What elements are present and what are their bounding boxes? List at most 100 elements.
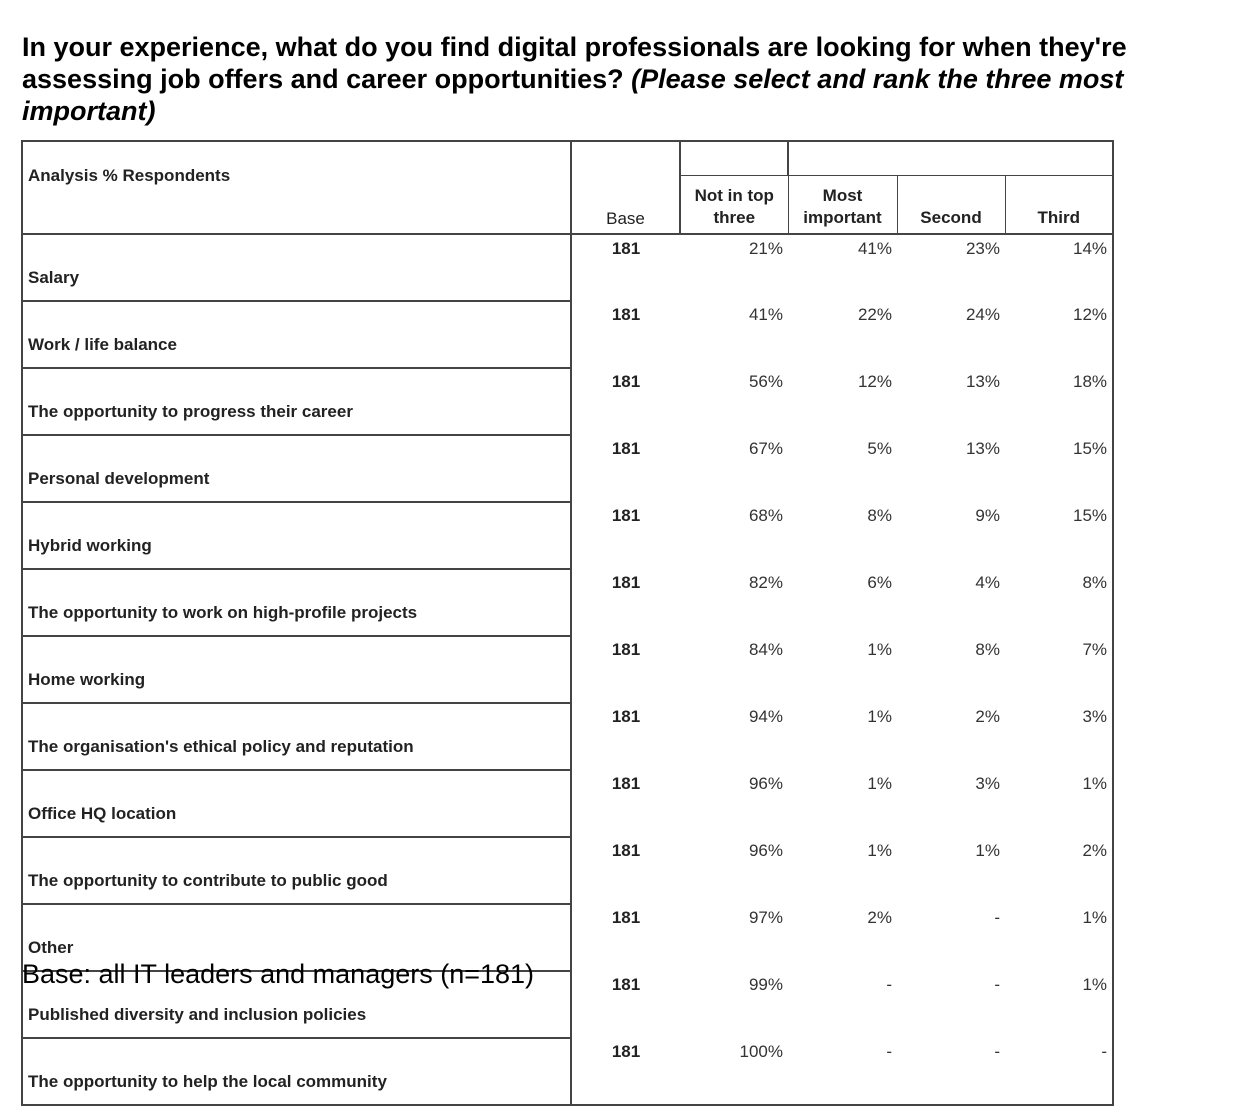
title-question: In your experience, what do you find dig…	[22, 32, 1127, 94]
table-row: Hybrid working 181 68% 8% 9% 15%	[21, 501, 1115, 570]
base-value: 181	[611, 305, 641, 324]
value-second: 1%	[975, 841, 1000, 860]
value-second: 2%	[975, 707, 1000, 726]
value-most-important: 41%	[857, 239, 892, 258]
column-header-second: Second	[896, 175, 1005, 235]
chart-title: In your experience, what do you find dig…	[22, 31, 1222, 127]
value-third: 3%	[1005, 703, 1115, 770]
value-not-in-top-three: 67%	[748, 439, 783, 458]
base-value: 181	[611, 573, 641, 592]
value-third: 15%	[1005, 502, 1115, 569]
base-value: 181	[571, 1038, 680, 1106]
base-value: 181	[611, 439, 641, 458]
table-row: The opportunity to help the local commun…	[21, 1037, 1115, 1106]
row-label: Work / life balance	[21, 300, 572, 369]
table-row: Other 181 97% 2% -1%	[21, 903, 1115, 972]
header-group-cell	[786, 140, 1115, 176]
base-value: 181	[611, 707, 641, 726]
value-most-important: 1%	[867, 841, 892, 860]
value-most-important: -	[886, 975, 892, 994]
value-most-important: 1%	[867, 707, 892, 726]
row-label: The opportunity to work on high-profile …	[21, 568, 572, 637]
value-third: 1%	[1005, 971, 1115, 1038]
header-label-row: Not in top three Most important Second T…	[22, 175, 1115, 235]
value-second: 23%	[965, 239, 1000, 258]
value-not-in-top-three: 41%	[748, 305, 783, 324]
base-value: 181	[611, 841, 641, 860]
value-third: 8%	[1005, 569, 1115, 636]
row-label: Home working	[21, 635, 572, 704]
base-value: 181	[611, 640, 641, 659]
value-not-in-top-three: 84%	[748, 640, 783, 659]
row-label: The organisation's ethical policy and re…	[21, 702, 572, 771]
value-not-in-top-three: 21%	[748, 239, 783, 258]
column-header-third: Third	[1004, 175, 1115, 235]
base-value: 181	[611, 372, 641, 391]
table-row: The organisation's ethical policy and re…	[21, 702, 1115, 771]
row-label: Other	[21, 903, 572, 972]
value-third: -	[1005, 1038, 1115, 1106]
value-most-important: 6%	[867, 573, 892, 592]
value-third: 18%	[1005, 368, 1115, 435]
value-second: -	[994, 975, 1000, 994]
value-not-in-top-three: 100%	[680, 1038, 788, 1106]
value-most-important: 2%	[867, 908, 892, 927]
table-row: Work / life balance 181 41% 22% 24% 12%	[21, 300, 1115, 369]
value-second: 13%	[965, 439, 1000, 458]
analysis-label: Analysis % Respondents	[21, 140, 572, 235]
base-value: 181	[611, 908, 641, 927]
table-row: The opportunity to contribute to public …	[21, 836, 1115, 905]
table-row: The opportunity to progress their career…	[21, 367, 1115, 436]
value-not-in-top-three: 94%	[748, 707, 783, 726]
row-label: Salary	[21, 233, 572, 302]
value-third: 1%	[1005, 904, 1115, 971]
row-label: The opportunity to progress their career	[21, 367, 572, 436]
value-third: 7%	[1005, 636, 1115, 703]
row-label: Hybrid working	[21, 501, 572, 570]
value-second: 3%	[975, 774, 1000, 793]
value-second: 24%	[965, 305, 1000, 324]
value-not-in-top-three: 68%	[748, 506, 783, 525]
title-instruction: (Please select and rank the three most i…	[22, 64, 1124, 126]
value-third: 14%	[1005, 234, 1115, 301]
value-second: 4%	[975, 573, 1000, 592]
value-most-important: 1%	[867, 640, 892, 659]
value-not-in-top-three: 96%	[748, 774, 783, 793]
value-third: 2%	[1005, 837, 1115, 904]
value-most-important: 22%	[857, 305, 892, 324]
row-label: The opportunity to help the local commun…	[21, 1037, 572, 1106]
value-not-in-top-three: 99%	[748, 975, 783, 994]
value-most-important: -	[788, 1038, 897, 1106]
value-most-important: 12%	[857, 372, 892, 391]
value-not-in-top-three: 96%	[748, 841, 783, 860]
column-header-not-in-top-three: Not in top three	[679, 175, 788, 235]
value-most-important: 8%	[867, 506, 892, 525]
base-value: 181	[611, 239, 641, 258]
table-row: Personal development 181 67% 5% 13% 15%	[21, 434, 1115, 503]
column-header-most-important: Most important	[787, 175, 897, 235]
value-not-in-top-three: 97%	[748, 908, 783, 927]
base-value: 181	[611, 975, 641, 994]
row-label: Personal development	[21, 434, 572, 503]
value-second: -	[994, 908, 1000, 927]
base-column-header: Base	[571, 140, 680, 235]
base-footnote: Base: all IT leaders and managers (n=181…	[22, 959, 535, 989]
header-group-row: Analysis % Respondents Base	[21, 140, 1115, 235]
table-row: Office HQ location 181 96% 1% 3% 1%	[21, 769, 1115, 838]
table-row: Salary 181 21% 41% 23% 14%	[21, 233, 1115, 302]
table-row: The opportunity to work on high-profile …	[21, 568, 1115, 637]
value-most-important: 1%	[867, 774, 892, 793]
value-not-in-top-three: 56%	[748, 372, 783, 391]
header-group-cell	[679, 140, 788, 176]
value-second: 13%	[965, 372, 1000, 391]
value-not-in-top-three: 82%	[748, 573, 783, 592]
base-value: 181	[611, 506, 641, 525]
base-value: 181	[611, 774, 641, 793]
value-third: 1%	[1005, 770, 1115, 837]
value-most-important: 5%	[867, 439, 892, 458]
value-third: 12%	[1005, 301, 1115, 368]
value-second: -	[897, 1038, 1005, 1106]
row-label: Office HQ location	[21, 769, 572, 838]
value-second: 9%	[975, 506, 1000, 525]
table-row: Home working 181 84% 1% 8% 7%	[21, 635, 1115, 704]
